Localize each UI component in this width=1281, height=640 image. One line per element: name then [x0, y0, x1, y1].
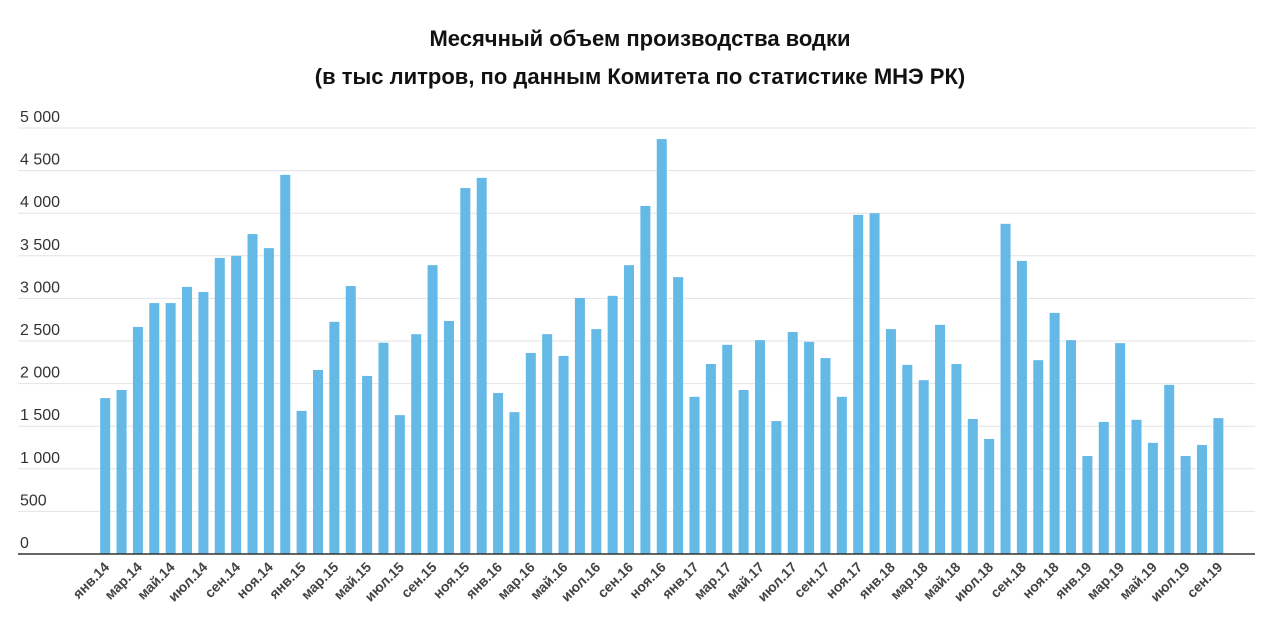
bar	[853, 214, 864, 555]
bar	[312, 369, 323, 554]
bar	[640, 205, 651, 554]
bar	[1164, 384, 1175, 554]
bar	[116, 389, 127, 554]
bar	[1082, 456, 1093, 554]
bar	[460, 188, 471, 555]
bar	[1180, 456, 1191, 554]
bar	[362, 375, 373, 554]
y-tick-label: 0	[20, 535, 29, 552]
bar	[263, 248, 274, 554]
y-tick-label: 4 000	[20, 194, 60, 211]
bar	[787, 332, 798, 554]
bar	[231, 255, 242, 555]
bar	[1098, 421, 1109, 554]
y-tick-label: 1 000	[20, 450, 60, 467]
bar	[820, 358, 831, 554]
chart-subtitle: (в тыс литров, по данным Комитета по ста…	[315, 64, 965, 89]
bar	[198, 292, 209, 554]
bar	[345, 286, 356, 554]
bar	[1131, 419, 1142, 554]
y-tick-label: 2 500	[20, 322, 60, 339]
bar	[493, 392, 504, 554]
chart-title: Месячный объем производства водки	[429, 26, 850, 51]
bar	[1147, 442, 1158, 554]
bar	[427, 265, 438, 554]
y-tick-label: 2 000	[20, 365, 60, 382]
bar	[902, 364, 913, 554]
y-tick-label: 5 000	[20, 109, 60, 126]
bar	[869, 213, 880, 554]
bar	[1049, 312, 1060, 554]
bar	[509, 412, 520, 554]
bar	[754, 340, 765, 554]
bar	[280, 174, 291, 555]
bar	[1066, 340, 1077, 554]
bar	[656, 139, 667, 555]
y-tick-label: 3 000	[20, 279, 60, 296]
bar	[149, 303, 160, 554]
y-tick-label: 1 500	[20, 407, 60, 424]
y-tick-label: 500	[20, 492, 47, 509]
bar	[296, 410, 307, 554]
bar	[1033, 360, 1044, 554]
bar	[689, 396, 700, 554]
bar	[918, 380, 929, 554]
bar	[182, 286, 193, 554]
bar	[1115, 343, 1126, 554]
bar	[1016, 260, 1027, 554]
bar	[394, 415, 405, 554]
bar	[525, 352, 536, 554]
bar	[804, 341, 815, 554]
bar	[574, 297, 585, 554]
bar	[935, 324, 946, 554]
bar	[132, 326, 143, 554]
bar	[771, 421, 782, 554]
bar	[836, 396, 847, 554]
bar	[476, 177, 487, 555]
bar	[722, 344, 733, 554]
bar	[378, 342, 389, 554]
bar	[967, 418, 978, 554]
bar	[1196, 444, 1207, 554]
bar	[984, 438, 995, 554]
bar	[738, 389, 749, 554]
bar	[443, 320, 454, 554]
bar	[1213, 418, 1224, 554]
bar	[329, 321, 340, 554]
bar	[558, 355, 569, 554]
bar	[673, 277, 684, 554]
bar	[542, 334, 553, 554]
y-tick-label: 3 500	[20, 237, 60, 254]
y-tick-label: 4 500	[20, 152, 60, 169]
bar	[100, 398, 111, 554]
bar	[214, 257, 225, 554]
x-tick-label: сен.19	[1183, 559, 1225, 601]
bar	[624, 265, 635, 554]
bar	[165, 303, 176, 554]
bar	[885, 329, 896, 554]
bar	[247, 234, 258, 554]
bar	[1000, 223, 1011, 554]
bar	[607, 295, 618, 554]
bar	[951, 364, 962, 554]
bar	[705, 364, 716, 554]
bar	[411, 334, 422, 554]
bar	[591, 329, 602, 554]
